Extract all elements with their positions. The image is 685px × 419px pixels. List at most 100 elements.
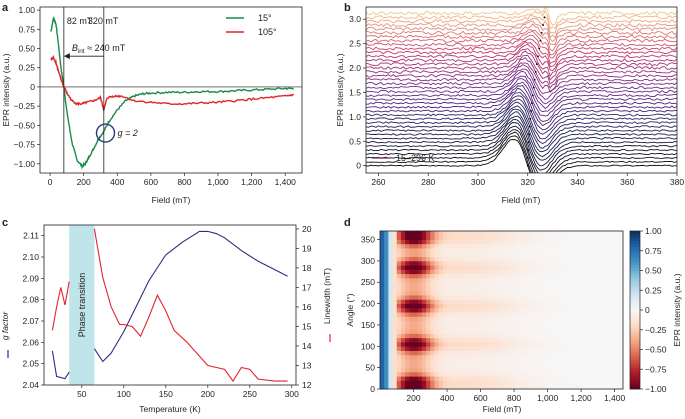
heatmap-cell (434, 329, 440, 334)
heatmap-cell (396, 282, 402, 287)
heatmap-cell (539, 324, 544, 330)
heatmap-cell (555, 243, 561, 249)
heatmap-cell (585, 371, 590, 377)
heatmap-cell (514, 248, 519, 253)
heatmap-cell (572, 231, 578, 236)
heatmap-cell (463, 273, 469, 279)
heatmap-cell (614, 320, 620, 326)
heatmap-cell (493, 235, 498, 240)
heatmap-cell (413, 265, 419, 270)
heatmap-cell (455, 299, 461, 304)
heatmap-cell (447, 303, 452, 309)
colorbar-tick-label: 0.25 (645, 285, 662, 295)
heatmap-cell (522, 303, 528, 309)
heatmap-cell (484, 273, 490, 279)
heatmap-cell (451, 286, 456, 292)
heatmap-cell (518, 248, 523, 253)
heatmap-cell (581, 239, 586, 245)
heatmap-cell (434, 337, 440, 343)
heatmap-cell (467, 337, 473, 343)
heatmap-cell (409, 307, 414, 313)
heatmap-cell (388, 342, 393, 347)
heatmap-cell (413, 307, 419, 313)
heatmap-cell (593, 359, 599, 364)
heatmap-cell (543, 231, 548, 236)
heatmap-cell (530, 303, 536, 309)
heatmap-cell (555, 371, 561, 377)
heatmap-cell (426, 269, 431, 275)
heatmap-cell (455, 231, 461, 236)
heatmap-cell (392, 333, 398, 339)
heatmap-cell (480, 376, 486, 381)
colorbar-cell (630, 312, 640, 316)
heatmap-cell (467, 371, 473, 377)
heatmap-cell (560, 252, 565, 258)
heatmap-cell (547, 256, 553, 262)
heatmap-cell (434, 243, 440, 249)
resonance-dot (529, 117, 532, 120)
heatmap-cell (535, 295, 540, 300)
heatmap-cell (593, 337, 599, 343)
heatmap-cell (426, 333, 431, 339)
heatmap-cell (572, 295, 578, 300)
heatmap-cell (467, 359, 473, 364)
heatmap-cell (589, 337, 595, 343)
heatmap-cell (547, 316, 553, 322)
heatmap-cell (405, 286, 410, 292)
heatmap-cell (581, 363, 586, 369)
heatmap-cell (564, 371, 569, 377)
heatmap-cell (484, 342, 490, 347)
heatmap-cell (467, 350, 473, 356)
heatmap-cell (568, 290, 574, 296)
heatmap-cell (535, 333, 540, 339)
heatmap-cell (480, 342, 486, 347)
heatmap-cell (576, 329, 582, 334)
heatmap-cell (618, 277, 624, 283)
heatmap-cell (438, 316, 444, 322)
heatmap-cell (455, 252, 461, 258)
heatmap-cell (459, 337, 465, 343)
heatmap-cell (488, 295, 494, 300)
heatmap-cell (438, 265, 444, 270)
heatmap-cell (535, 303, 540, 309)
heatmap-cell (400, 329, 406, 334)
resonance-dot (540, 31, 543, 34)
heatmap-cell (581, 324, 586, 330)
heatmap-cell (455, 346, 461, 351)
heatmap-cell (572, 307, 578, 313)
heatmap-cell (597, 337, 603, 343)
heatmap-cell (497, 329, 502, 334)
heatmap-cell (442, 269, 448, 275)
heatmap-cell (501, 299, 507, 304)
heatmap-cell (488, 299, 494, 304)
heatmap-cell (488, 282, 494, 287)
heatmap-cell (480, 256, 486, 262)
heatmap-cell (555, 265, 561, 270)
heatmap-cell (463, 337, 469, 343)
heatmap-cell (400, 371, 406, 377)
heatmap-cell (447, 324, 452, 330)
heatmap-cell (488, 286, 494, 292)
heatmap-cell (497, 295, 502, 300)
heatmap-cell (476, 295, 481, 300)
heatmap-cell (535, 329, 540, 334)
heatmap-cell (614, 333, 620, 339)
heatmap-cell (555, 277, 561, 283)
y-tick-left-label: 2.05 (22, 359, 39, 369)
heatmap-cell (480, 350, 486, 356)
heatmap-cell (388, 307, 393, 313)
heatmap-cell (543, 346, 548, 351)
heatmap-cell (564, 299, 569, 304)
panel-c-chart: Phase transition 50 100 150 200 250 3002.042.… (0, 224, 332, 414)
heatmap-cell (555, 269, 561, 275)
heatmap-cell (480, 384, 486, 390)
heatmap-cell (518, 282, 523, 287)
heatmap-cell (463, 329, 469, 334)
heatmap-cell (555, 303, 561, 309)
heatmap-cell (547, 384, 553, 390)
panel-a-xlabel: Field (mT) (152, 195, 191, 205)
colorbar-cell (630, 304, 640, 308)
heatmap-cell (472, 269, 477, 275)
heatmap-cell (421, 367, 427, 373)
heatmap-cell (551, 286, 557, 292)
